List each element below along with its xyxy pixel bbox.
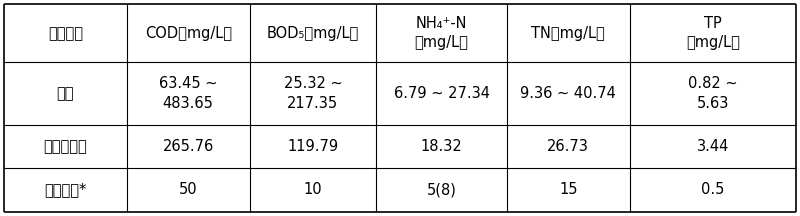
Text: TN（mg/L）: TN（mg/L） (531, 26, 605, 41)
Text: 进水平均値: 进水平均値 (43, 139, 87, 154)
Text: BOD₅（mg/L）: BOD₅（mg/L） (266, 26, 359, 41)
Text: NH₄⁺-N
（mg/L）: NH₄⁺-N （mg/L） (414, 16, 469, 51)
Text: 水质指标: 水质指标 (48, 26, 83, 41)
Text: 18.32: 18.32 (421, 139, 462, 154)
Text: 26.73: 26.73 (547, 139, 590, 154)
Text: 0.82 ~
5.63: 0.82 ~ 5.63 (688, 76, 738, 111)
Text: 5(8): 5(8) (426, 182, 457, 197)
Text: 63.45 ~
483.65: 63.45 ~ 483.65 (159, 76, 218, 111)
Text: 50: 50 (179, 182, 198, 197)
Text: 9.36 ~ 40.74: 9.36 ~ 40.74 (520, 86, 616, 101)
Text: 15: 15 (559, 182, 578, 197)
Text: 10: 10 (303, 182, 322, 197)
Text: COD（mg/L）: COD（mg/L） (145, 26, 232, 41)
Text: 出水要求*: 出水要求* (44, 182, 86, 197)
Text: 6.79 ~ 27.34: 6.79 ~ 27.34 (394, 86, 490, 101)
Text: 119.79: 119.79 (287, 139, 338, 154)
Text: 3.44: 3.44 (697, 139, 729, 154)
Text: 进水: 进水 (57, 86, 74, 101)
Text: 0.5: 0.5 (701, 182, 725, 197)
Text: 265.76: 265.76 (162, 139, 214, 154)
Text: TP
（mg/L）: TP （mg/L） (686, 16, 740, 51)
Text: 25.32 ~
217.35: 25.32 ~ 217.35 (283, 76, 342, 111)
